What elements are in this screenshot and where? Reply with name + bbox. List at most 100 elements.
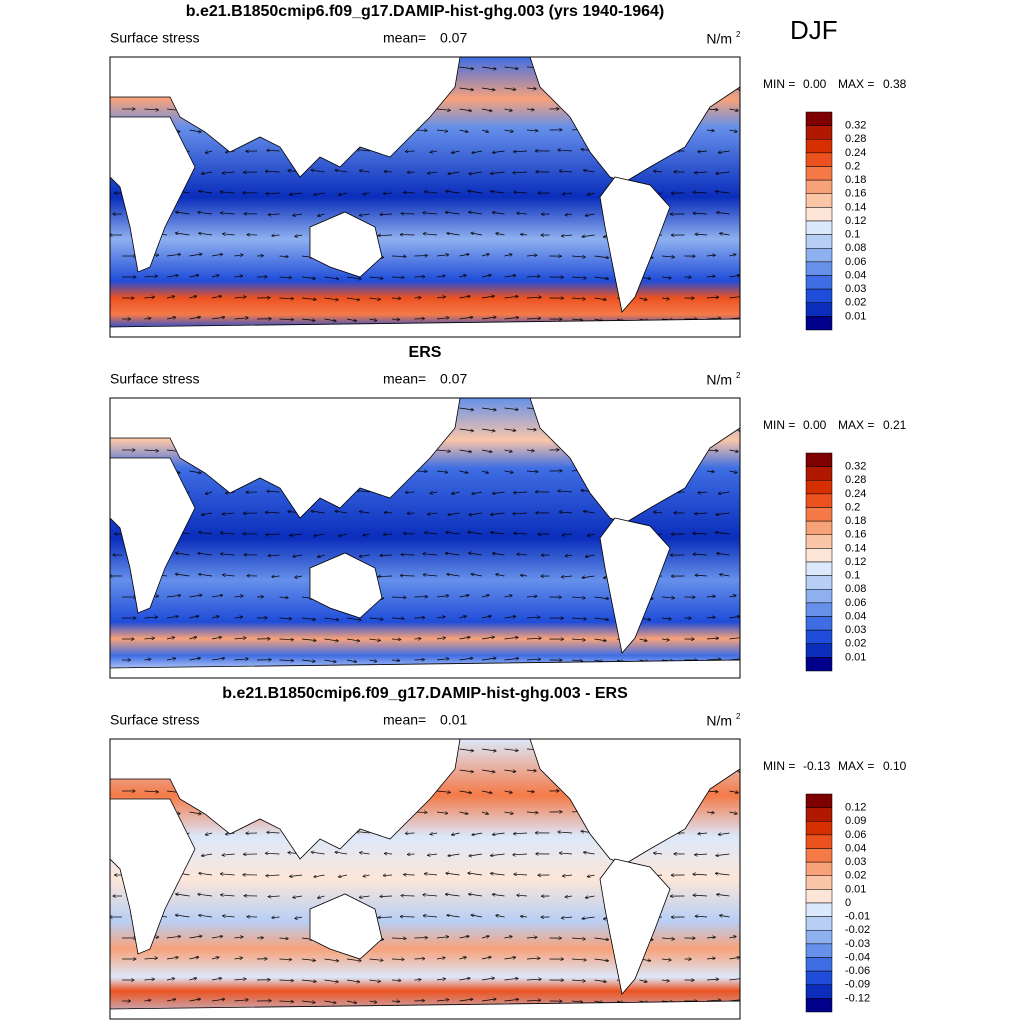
panel: b.e21.B1850cmip6.f09_g17.DAMIP-hist-ghg.… xyxy=(109,3,907,337)
colorbar-box xyxy=(806,657,832,671)
max-value: 0.21 xyxy=(883,418,907,432)
colorbar-label: 0.14 xyxy=(845,542,866,554)
min-label: MIN = xyxy=(763,77,795,91)
colorbar-box xyxy=(806,835,832,849)
colorbar-box xyxy=(806,508,832,522)
colorbar-box xyxy=(806,998,832,1012)
colorbar-label: 0.04 xyxy=(845,842,866,854)
colorbar-box xyxy=(806,603,832,617)
colorbar-label: 0.03 xyxy=(845,283,866,295)
colorbar-label: 0.24 xyxy=(845,147,866,159)
colorbar-label: 0.08 xyxy=(845,583,866,595)
colorbar-box xyxy=(806,862,832,876)
colorbar-box xyxy=(806,889,832,903)
colorbar-box xyxy=(806,153,832,167)
colorbar-label: 0.12 xyxy=(845,556,866,568)
colorbar-label: 0.28 xyxy=(845,474,866,486)
colorbar-label: 0.02 xyxy=(845,638,866,650)
panel-title: b.e21.B1850cmip6.f09_g17.DAMIP-hist-ghg.… xyxy=(222,685,628,702)
colorbar-box xyxy=(806,917,832,931)
colorbar-label: -0.04 xyxy=(845,951,870,963)
colorbar-label: 0.12 xyxy=(845,215,866,227)
colorbar-label: -0.03 xyxy=(845,938,870,950)
colorbar-box xyxy=(806,276,832,290)
colorbar-box xyxy=(806,316,832,330)
units-exponent: 2 xyxy=(736,30,741,39)
colorbar-label: 0.04 xyxy=(845,610,866,622)
season-label: DJF xyxy=(790,15,838,45)
colorbar-box xyxy=(806,194,832,208)
units: N/m xyxy=(706,31,732,47)
colorbar-label: -0.06 xyxy=(845,965,870,977)
colorbar-label: 0.09 xyxy=(845,815,866,827)
map xyxy=(109,398,744,678)
colorbar-label: 0.16 xyxy=(845,529,866,541)
colorbar-label: 0.14 xyxy=(845,201,866,213)
colorbar-label: -0.02 xyxy=(845,924,870,936)
max-value: 0.38 xyxy=(883,77,907,91)
colorbar-box xyxy=(806,876,832,890)
colorbar-label: 0.1 xyxy=(845,229,860,241)
colorbar-label: -0.01 xyxy=(845,911,870,923)
colorbar-box xyxy=(806,235,832,249)
colorbar-label: -0.09 xyxy=(845,979,870,991)
colorbar-label: 0.28 xyxy=(845,133,866,145)
min-label: MIN = xyxy=(763,759,795,773)
colorbar-label: 0.2 xyxy=(845,160,860,172)
colorbar-box xyxy=(806,971,832,985)
panel-title: b.e21.B1850cmip6.f09_g17.DAMIP-hist-ghg.… xyxy=(186,3,664,20)
max-value: 0.10 xyxy=(883,759,907,773)
colorbar-label: 0.1 xyxy=(845,570,860,582)
colorbar-label: 0.01 xyxy=(845,883,866,895)
colorbar-label: 0.01 xyxy=(845,651,866,663)
colorbar-label: 0.03 xyxy=(845,856,866,868)
colorbar-label: 0.02 xyxy=(845,297,866,309)
colorbar-box xyxy=(806,958,832,972)
colorbar-box xyxy=(806,617,832,631)
colorbar-box xyxy=(806,849,832,863)
colorbar-box xyxy=(806,262,832,276)
colorbar-box xyxy=(806,248,832,262)
colorbar-label: 0.18 xyxy=(845,515,866,527)
colorbar-box xyxy=(806,480,832,494)
colorbar-label: 0.03 xyxy=(845,624,866,636)
colorbar-box xyxy=(806,126,832,140)
units: N/m xyxy=(706,372,732,388)
colorbar-label: 0.02 xyxy=(845,870,866,882)
colorbar-box xyxy=(806,521,832,535)
colorbar-box xyxy=(806,562,832,576)
colorbar-box xyxy=(806,221,832,235)
max-label: MAX = xyxy=(838,77,874,91)
colorbar-label: 0.2 xyxy=(845,501,860,513)
mean-value: 0.07 xyxy=(440,371,467,387)
colorbar-box xyxy=(806,794,832,808)
colorbar-box xyxy=(806,630,832,644)
colorbar-label: 0.08 xyxy=(845,242,866,254)
units-exponent: 2 xyxy=(736,712,741,721)
colorbar-box xyxy=(806,985,832,999)
colorbar-box xyxy=(806,903,832,917)
map xyxy=(109,739,744,1019)
min-label: MIN = xyxy=(763,418,795,432)
colorbar-box xyxy=(806,644,832,658)
field-label: Surface stress xyxy=(110,712,199,728)
panel-title: ERS xyxy=(409,344,442,361)
colorbar-label: 0.18 xyxy=(845,174,866,186)
mean-value: 0.01 xyxy=(440,712,467,728)
max-label: MAX = xyxy=(838,759,874,773)
mean-label: mean= xyxy=(383,712,426,728)
colorbar-box xyxy=(806,589,832,603)
colorbar-box xyxy=(806,930,832,944)
field-label: Surface stress xyxy=(110,371,199,387)
colorbar-label: 0 xyxy=(845,897,851,909)
panel: b.e21.B1850cmip6.f09_g17.DAMIP-hist-ghg.… xyxy=(109,685,907,1019)
colorbar-box xyxy=(806,535,832,549)
colorbar-label: 0.01 xyxy=(845,310,866,322)
mean-label: mean= xyxy=(383,30,426,46)
units-exponent: 2 xyxy=(736,371,741,380)
mean-value: 0.07 xyxy=(440,30,467,46)
colorbar-box xyxy=(806,494,832,508)
mean-label: mean= xyxy=(383,371,426,387)
